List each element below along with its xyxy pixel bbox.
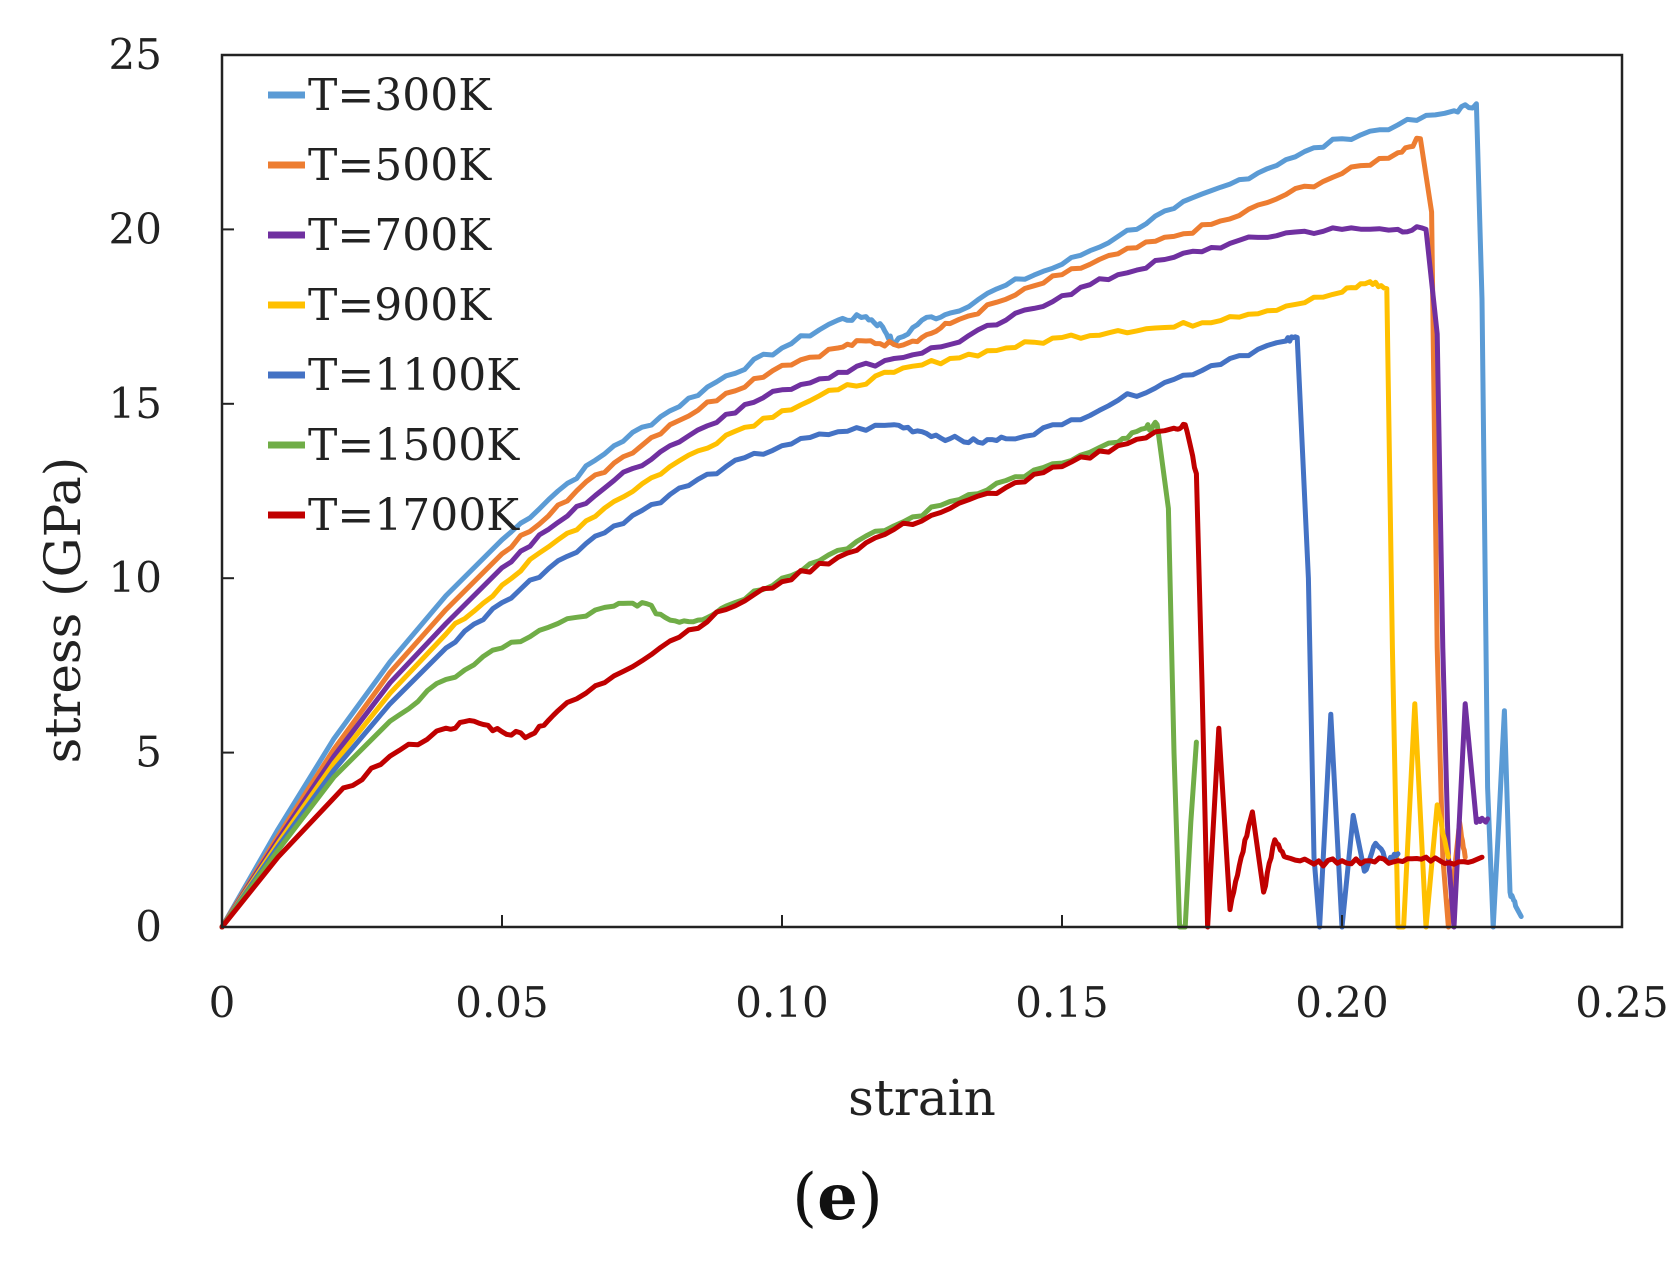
panel-letter: e bbox=[817, 1160, 858, 1235]
y-tick-label: 15 bbox=[109, 379, 162, 428]
legend-label: T=1500K bbox=[308, 420, 520, 471]
y-tick-label: 0 bbox=[135, 902, 162, 951]
series-layer bbox=[219, 101, 1524, 930]
legend-label: T=1700K bbox=[308, 490, 520, 541]
series-line-t1500k bbox=[219, 419, 1199, 930]
series-line-t1700k bbox=[219, 421, 1485, 930]
series-line-t1100k bbox=[219, 334, 1401, 930]
x-tick-label: 0.20 bbox=[1295, 978, 1389, 1027]
legend: T=300K T=500K T=700K T=900K T=1100K T=1500K T=… bbox=[268, 70, 520, 541]
y-axis-label: stress (GPa) bbox=[34, 457, 92, 764]
x-tick-label: 0 bbox=[209, 978, 236, 1027]
y-tick-label: 5 bbox=[135, 728, 162, 777]
x-tick-label: 0.10 bbox=[735, 978, 829, 1027]
x-tick-label: 0.25 bbox=[1575, 978, 1669, 1027]
y-tick-label: 10 bbox=[109, 553, 162, 602]
y-tick-label: 25 bbox=[109, 30, 162, 79]
legend-label: T=900K bbox=[308, 280, 492, 331]
legend-label: T=700K bbox=[308, 210, 492, 261]
series-line-t900k bbox=[219, 279, 1451, 930]
y-tick-label: 20 bbox=[109, 204, 162, 253]
legend-label: T=300K bbox=[308, 70, 492, 121]
x-tick-label: 0.15 bbox=[1015, 978, 1109, 1027]
plot-frame bbox=[220, 53, 1624, 929]
x-tick-label: 0.05 bbox=[455, 978, 549, 1027]
axis-ticks: 0 0.05 0.10 0.15 0.20 0.25 0 5 10 15 20 25 bbox=[109, 30, 1669, 1027]
x-axis-label: strain bbox=[848, 1069, 996, 1127]
series-line-t700k bbox=[219, 224, 1491, 930]
series-line-t300k bbox=[219, 101, 1524, 930]
panel-label: (e) bbox=[792, 1160, 883, 1235]
series-line-t500k bbox=[219, 135, 1468, 930]
legend-label: T=500K bbox=[308, 140, 492, 191]
legend-label: T=1100K bbox=[308, 350, 520, 401]
